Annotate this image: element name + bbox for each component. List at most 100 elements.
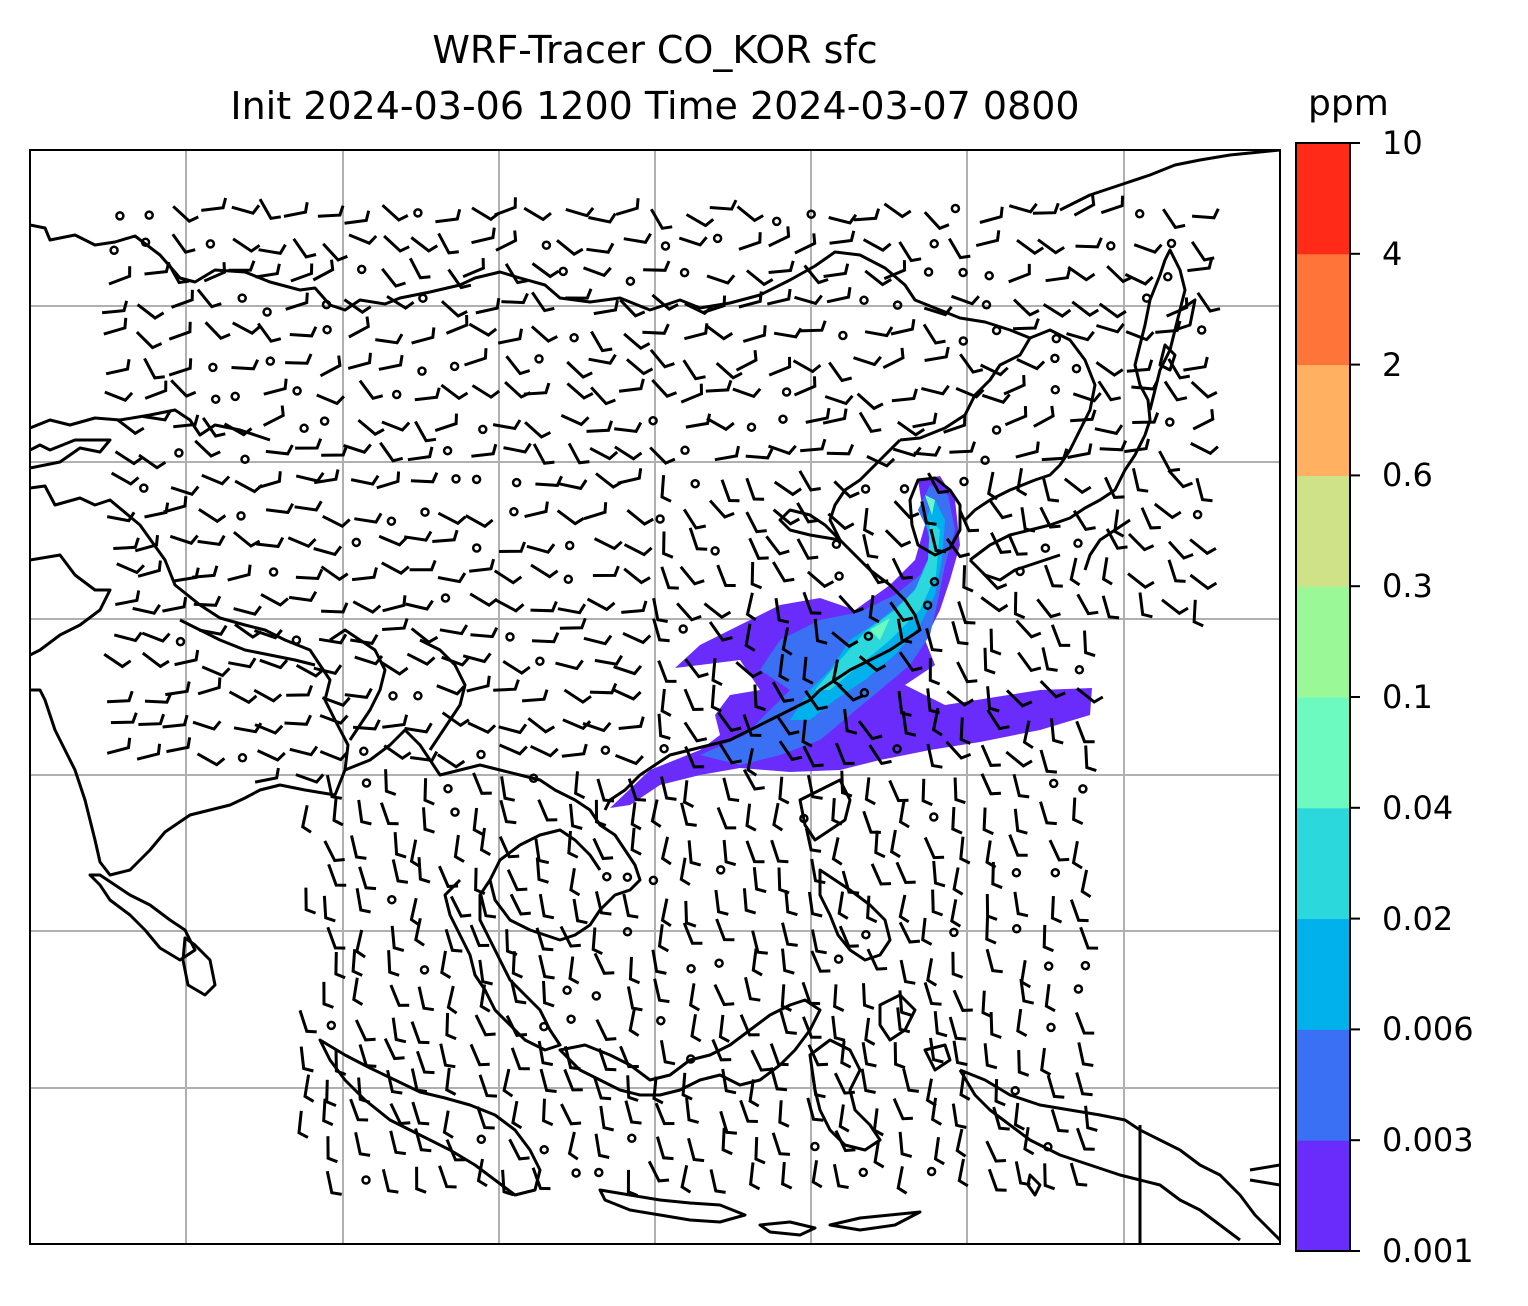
wind-barb: [711, 658, 723, 687]
wind-barb: [499, 541, 527, 553]
calm-wind-marker: [1080, 960, 1091, 971]
wind-barb: [703, 602, 732, 620]
wind-barb: [614, 754, 644, 766]
wind-barb: [343, 443, 372, 454]
wind-barb: [1113, 509, 1125, 538]
wind-barb: [422, 807, 435, 834]
calm-wind-marker: [443, 783, 453, 794]
wind-barb: [555, 659, 584, 671]
wind-barb: [299, 1046, 314, 1073]
wind-barb: [682, 780, 695, 809]
wind-barb: [440, 300, 468, 318]
wind-barb: [432, 529, 459, 543]
wind-barb: [1044, 984, 1056, 1013]
wind-barb: [197, 534, 226, 547]
wind-barb: [874, 830, 886, 859]
wind-barb: [471, 384, 501, 399]
calm-wind-marker: [1050, 867, 1061, 878]
wind-barb: [478, 959, 493, 986]
wind-barb: [745, 511, 767, 534]
wind-barb: [108, 266, 132, 286]
wind-barb: [987, 471, 998, 501]
calm-wind-marker: [442, 445, 453, 456]
wind-barb: [288, 590, 318, 603]
wind-barb: [326, 926, 346, 950]
wind-barb: [613, 664, 643, 676]
calm-wind-marker: [1051, 333, 1062, 344]
wind-barb: [569, 867, 581, 897]
wind-barb: [319, 714, 349, 725]
wind-barb: [383, 234, 410, 253]
wind-barb: [357, 799, 372, 826]
wind-barb: [445, 314, 469, 335]
calm-wind-marker: [505, 632, 515, 642]
wind-barb: [647, 1160, 670, 1183]
wind-barb: [529, 744, 559, 758]
wind-barb: [500, 776, 516, 802]
wind-barb: [858, 655, 887, 673]
wind-barb: [325, 1170, 342, 1196]
wind-barb: [1008, 834, 1028, 857]
wind-barb: [143, 357, 165, 380]
wind-barb: [745, 840, 765, 864]
calm-wind-marker: [1163, 272, 1173, 282]
wind-barb: [204, 321, 231, 340]
wind-barb: [1048, 839, 1070, 862]
wind-barb: [537, 1040, 554, 1067]
wind-barb: [932, 860, 946, 888]
wind-barb: [478, 1074, 498, 1098]
wind-barb: [415, 1050, 435, 1075]
wind-barb: [167, 262, 190, 285]
wind-barb: [563, 1068, 583, 1092]
wind-barb: [170, 485, 200, 497]
wind-barb: [957, 1158, 969, 1188]
wind-barb: [593, 537, 623, 551]
calm-wind-marker: [509, 506, 519, 517]
wind-barb: [721, 1127, 733, 1156]
wind-barb: [201, 197, 228, 212]
wind-barb: [736, 205, 764, 223]
calm-wind-marker: [715, 865, 726, 875]
wind-barb: [468, 322, 498, 337]
wind-barb: [1005, 750, 1033, 768]
wind-barb: [322, 1098, 334, 1127]
calm-wind-marker: [419, 965, 430, 975]
wind-barb: [778, 776, 790, 805]
wind-barb: [334, 1048, 347, 1076]
wind-barb: [115, 590, 141, 606]
calm-wind-marker: [413, 691, 423, 701]
wind-barb: [323, 840, 345, 863]
wind-barb: [798, 470, 821, 492]
wind-barb: [770, 839, 789, 864]
wind-barb: [744, 976, 761, 1002]
wind-barb: [437, 572, 467, 584]
calm-wind-marker: [321, 299, 332, 310]
calm-wind-marker: [140, 237, 151, 248]
calm-wind-marker: [139, 483, 149, 493]
wind-barb: [831, 631, 859, 649]
calm-wind-marker: [591, 991, 602, 1001]
colorbar-block-0.001: [1296, 1140, 1350, 1252]
calm-wind-marker: [1048, 778, 1059, 789]
wind-barb: [921, 778, 933, 807]
colorbar-tick-label: 0.003: [1382, 1121, 1474, 1160]
wind-barb: [263, 378, 288, 396]
wind-barb: [1163, 380, 1188, 402]
wind-barb: [567, 830, 579, 859]
wind-barb: [750, 1049, 772, 1072]
wind-barb: [898, 651, 923, 672]
wind-barb: [943, 415, 967, 434]
wind-barb: [649, 446, 676, 465]
wind-barb: [990, 531, 1012, 554]
wind-barb: [1014, 1161, 1031, 1187]
wind-barb: [1073, 194, 1096, 217]
wind-barb: [952, 867, 964, 896]
wind-barb: [813, 618, 828, 645]
wind-barb: [957, 601, 976, 625]
wind-barb: [1072, 509, 1096, 532]
wind-barb: [495, 230, 518, 252]
calm-wind-marker: [771, 216, 782, 227]
wind-barb: [510, 1047, 530, 1071]
wind-barb: [231, 359, 260, 371]
wind-barb: [417, 857, 431, 884]
